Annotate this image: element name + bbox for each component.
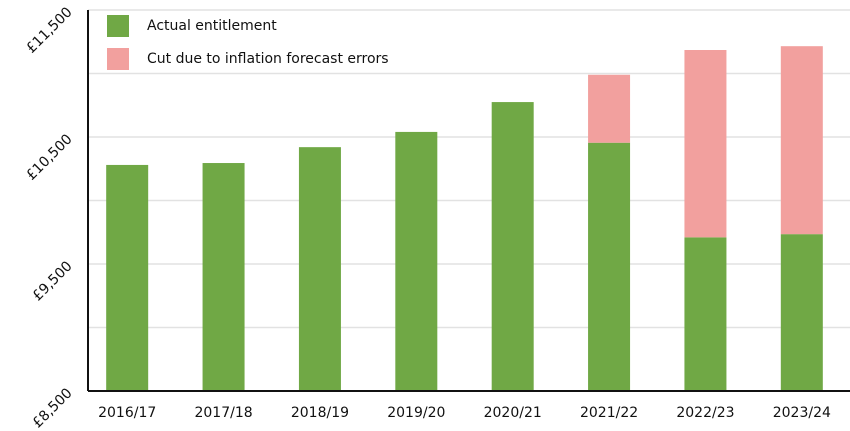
bar-segment — [780, 234, 823, 391]
bar-segment — [491, 102, 534, 391]
y-tick-label: £10,500 — [23, 131, 75, 183]
bar-segment — [684, 237, 727, 391]
x-tick-label: 2016/17 — [98, 405, 156, 421]
x-tick-label: 2020/21 — [484, 405, 542, 421]
legend-swatch — [107, 48, 129, 70]
x-tick-label: 2023/24 — [773, 405, 831, 421]
legend-swatch — [107, 15, 129, 37]
x-tick-label: 2022/23 — [676, 405, 734, 421]
x-tick-label: 2018/19 — [291, 405, 349, 421]
bar-segment — [588, 74, 631, 143]
y-tick-label: £9,500 — [30, 258, 76, 304]
y-tick-label: £11,500 — [23, 4, 75, 56]
bar-segment — [684, 50, 727, 238]
bar-segment — [588, 142, 631, 391]
bar-segment — [395, 131, 438, 392]
y-tick-label: £8,500 — [30, 385, 76, 431]
legend-label: Actual entitlement — [147, 18, 277, 34]
bar-segment — [106, 164, 149, 391]
x-tick-label: 2017/18 — [194, 405, 252, 421]
x-tick-label: 2019/20 — [387, 405, 445, 421]
bar-segment — [780, 46, 823, 235]
legend-label: Cut due to inflation forecast errors — [147, 51, 389, 67]
bar-segment — [298, 147, 341, 391]
bar-segment — [202, 163, 245, 391]
x-tick-label: 2021/22 — [580, 405, 638, 421]
